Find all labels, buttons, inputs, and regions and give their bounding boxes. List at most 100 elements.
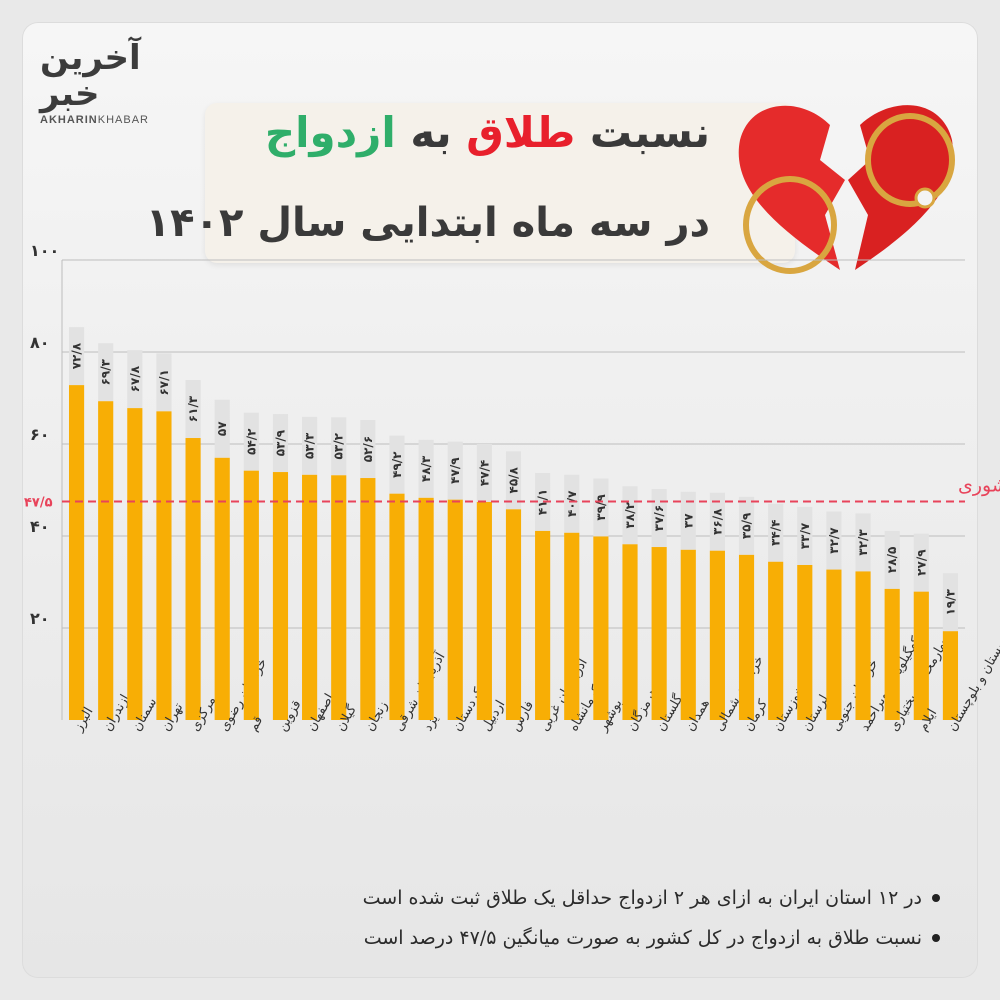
bar — [884, 588, 900, 720]
bar — [768, 561, 784, 720]
data-label: ۳۲/۳ — [856, 529, 870, 556]
data-label: ۳۲/۷ — [827, 527, 841, 554]
y-tick-label: ۸۰ — [30, 333, 50, 352]
data-label: ۵۳/۲ — [332, 432, 346, 459]
bar — [535, 530, 551, 720]
bar — [214, 457, 230, 720]
data-label: ۴۸/۳ — [419, 455, 433, 482]
average-name-label: میانگین کشوری — [958, 474, 1000, 497]
bar — [797, 564, 813, 720]
bar-label-box — [243, 412, 259, 471]
bar — [156, 411, 172, 720]
data-label: ۵۴/۲ — [244, 428, 258, 455]
bar-label-box — [98, 343, 114, 402]
y-tick-label: ۲۰ — [30, 609, 50, 628]
data-label: ۶۹/۳ — [99, 358, 113, 385]
bullet-icon — [932, 934, 940, 942]
bar-label-box — [593, 478, 609, 537]
bar-label-box — [302, 416, 318, 475]
data-label: ۴۵/۸ — [507, 466, 521, 493]
data-label: ۵۳/۳ — [303, 432, 317, 459]
bar — [389, 493, 405, 720]
bar — [564, 532, 580, 720]
title-word-divorce: طلاق — [466, 108, 576, 157]
logo-sub-bold: AKHARIN — [40, 114, 98, 126]
bar — [185, 438, 201, 720]
footnote-text: در ۱۲ استان ایران به ازای هر ۲ ازدواج حد… — [362, 887, 922, 909]
bar-label-box — [156, 353, 172, 412]
bar-label-box — [272, 414, 289, 473]
broken-heart-rings-icon — [738, 105, 955, 274]
title-word-to: به — [410, 108, 452, 157]
title-box — [205, 103, 795, 263]
bar — [476, 501, 492, 720]
bar-label-box — [738, 496, 755, 555]
data-label: ۳۷ — [681, 513, 695, 528]
bar — [680, 549, 696, 720]
footnotes: در ۱۲ استان ایران به ازای هر ۲ ازدواج حد… — [363, 878, 940, 958]
x-tick-label: یزد — [421, 712, 442, 734]
bar — [447, 499, 463, 720]
bar-label-box — [564, 474, 580, 533]
data-label: ۳۴/۴ — [769, 520, 783, 546]
data-label: ۶۱/۳ — [186, 395, 200, 422]
bar — [331, 475, 347, 720]
bar-label-box — [826, 511, 842, 570]
bar — [709, 550, 725, 720]
x-tick-label: قم — [246, 714, 266, 734]
title-word-marriage: ازدواج — [264, 108, 396, 157]
bar — [127, 408, 143, 720]
data-label: ۳۹/۹ — [594, 494, 608, 521]
data-label: ۴۷/۴ — [477, 460, 491, 486]
logo-subtitle: AKHARINKHABAR — [40, 114, 200, 126]
data-label: ۴۱/۱ — [536, 489, 550, 515]
bar — [418, 497, 434, 720]
bar — [68, 385, 85, 720]
bar-label-box — [855, 513, 871, 572]
bar — [942, 631, 959, 720]
bar-label-box — [884, 530, 900, 589]
bar-label-box — [651, 489, 667, 548]
bar — [505, 509, 522, 720]
data-label: ۶۷/۸ — [128, 365, 142, 392]
data-label: ۵۷ — [215, 421, 229, 436]
data-label: ۳۷/۶ — [652, 505, 666, 531]
bar — [98, 401, 114, 720]
bar-label-box — [913, 533, 929, 592]
bar-label-box — [185, 380, 201, 439]
logo-sub-light: KHABAR — [97, 114, 149, 126]
bar-label-box — [797, 506, 813, 565]
logo-wordmark: آخرین خبر — [40, 38, 141, 114]
page-title: نسبت طلاق به ازدواج — [265, 108, 710, 157]
bar-label-box — [709, 492, 725, 551]
data-label: ۵۳/۹ — [273, 429, 287, 456]
bar-label-box — [389, 435, 405, 494]
bar — [302, 474, 318, 720]
data-label: ۳۸/۲ — [623, 501, 637, 528]
data-label: ۱۹/۳ — [943, 588, 957, 615]
data-label: ۴۰/۷ — [565, 490, 579, 517]
bar-label-box — [418, 439, 434, 498]
bar — [738, 554, 755, 720]
y-tick-label: ۱۰۰ — [30, 241, 59, 260]
footnote-2: نسبت طلاق به ازدواج در کل کشور به صورت م… — [363, 918, 940, 958]
data-label: ۳۳/۷ — [798, 522, 812, 549]
y-tick-label: ۶۰ — [30, 425, 50, 444]
data-label: ۷۲/۸ — [70, 342, 84, 369]
bar — [593, 536, 609, 720]
data-label: ۳۶/۸ — [710, 508, 724, 535]
data-label: ۴۹/۲ — [390, 451, 404, 478]
page-subtitle: در سه ماه ابتدایی سال ۱۴۰۲ — [145, 200, 710, 246]
bar-label-box — [68, 327, 85, 386]
bar-label-box — [680, 491, 696, 550]
bar — [913, 591, 929, 720]
data-label: ۳۵/۹ — [740, 512, 754, 539]
bar-label-box — [505, 451, 522, 510]
bar-label-box — [127, 350, 143, 409]
average-value-label: ۴۷/۵ — [24, 496, 53, 511]
bar — [272, 472, 289, 720]
data-label: ۲۷/۹ — [914, 549, 928, 576]
bar-label-box — [360, 420, 376, 479]
data-label: ۵۲/۶ — [361, 436, 375, 462]
